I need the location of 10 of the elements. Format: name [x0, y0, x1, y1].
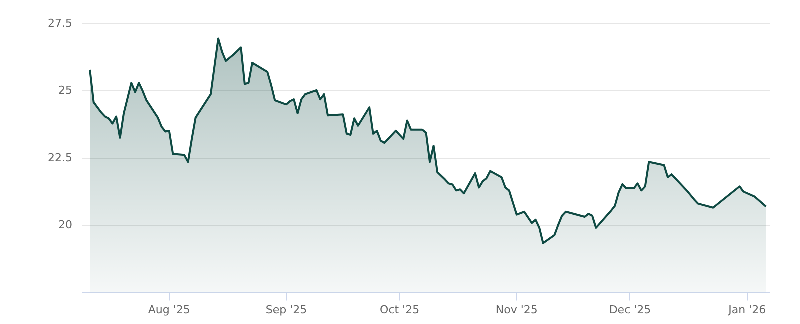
x-tick-label: Nov '25 [496, 303, 538, 316]
y-tick-label: 20 [58, 218, 72, 232]
x-tick-label: Jan '26 [728, 303, 766, 316]
y-tick-label: 25 [58, 84, 72, 98]
x-tick-label: Aug '25 [148, 303, 190, 316]
y-tick-label: 27.5 [48, 16, 72, 30]
x-tick-label: Sep '25 [266, 303, 308, 316]
x-tick-label: Oct '25 [380, 303, 420, 316]
x-tick-label: Dec '25 [609, 303, 652, 316]
y-tick-label: 22.5 [48, 151, 72, 164]
